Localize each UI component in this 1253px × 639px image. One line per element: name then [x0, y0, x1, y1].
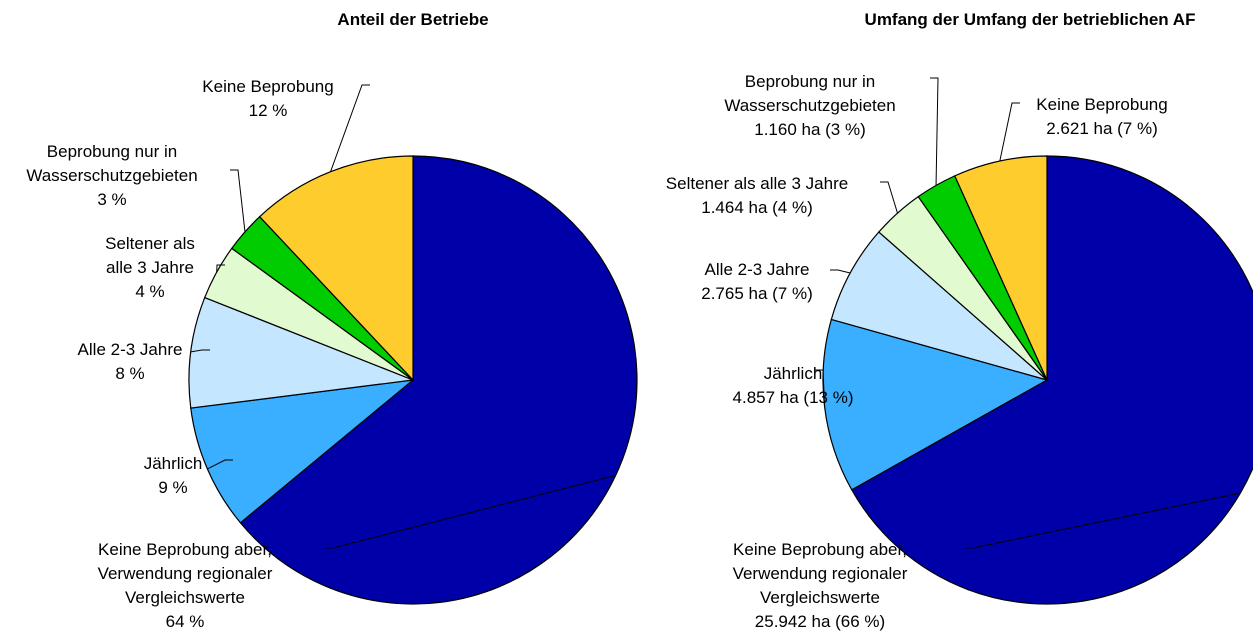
leader-line	[815, 369, 826, 407]
slice-value: 8 %	[115, 364, 145, 383]
slice-label: Beprobung nur in Wasserschutzgebieten 3 %	[7, 140, 217, 212]
slice-label: Keine Beprobung 12 %	[178, 75, 358, 123]
leader-line	[330, 84, 370, 172]
leader-line	[230, 169, 246, 232]
leader-line	[190, 349, 210, 353]
slice-value: 9 %	[158, 478, 188, 497]
slice-category: Beprobung nur in Wasserschutzgebieten	[724, 72, 896, 115]
pie-slice	[188, 296, 414, 409]
leader-line	[930, 77, 939, 186]
leader-line	[216, 264, 225, 273]
slice-category: Jährlich	[763, 364, 823, 383]
slice-label: Keine Beprobung aber, Verwendung regiona…	[700, 538, 940, 634]
slice-value: 25.942 ha (66 %)	[754, 612, 886, 631]
slice-value: 1.160 ha (3 %)	[754, 120, 866, 139]
slice-value: 4 %	[135, 282, 165, 301]
leader-line	[207, 459, 233, 470]
slice-category: Keine Beprobung aber, Verwendung regiona…	[732, 540, 908, 607]
leader-line	[325, 474, 616, 549]
slice-value: 1.464 ha (4 %)	[701, 198, 813, 217]
slice-category: Keine Beprobung	[202, 77, 334, 96]
pie-slice	[830, 231, 1048, 381]
slice-label: Keine Beprobung aber, Verwendung regiona…	[65, 538, 305, 634]
slice-category: Seltener als alle 3 Jahre	[105, 234, 195, 277]
slice-label: Jährlich 4.857 ha (13 %)	[713, 362, 873, 410]
slice-value: 64 %	[165, 612, 205, 631]
slice-label: Keine Beprobung 2.621 ha (7 %)	[1012, 93, 1192, 141]
leader-line	[965, 492, 1241, 549]
slice-label: Seltener als alle 3 Jahre 1.464 ha (4 %)	[627, 172, 887, 220]
slice-value: 12 %	[248, 101, 288, 120]
slice-label: Jährlich 9 %	[113, 452, 233, 500]
slice-value: 2.765 ha (7 %)	[701, 284, 813, 303]
slice-label: Alle 2-3 Jahre 8 %	[50, 338, 210, 386]
leader-line	[999, 102, 1020, 162]
slice-category: Jährlich	[143, 454, 203, 473]
slice-value: 2.621 ha (7 %)	[1046, 119, 1158, 138]
leader-line	[880, 181, 898, 214]
chart-title: Anteil der Betriebe	[337, 10, 489, 29]
slice-value: 3 %	[97, 190, 127, 209]
slice-label: Seltener als alle 3 Jahre 4 %	[95, 232, 205, 304]
slice-category: Alle 2-3 Jahre	[77, 340, 183, 359]
slice-category: Keine Beprobung aber, Verwendung regiona…	[97, 540, 273, 607]
slice-category: Beprobung nur in Wasserschutzgebieten	[26, 142, 198, 185]
slice-category: Alle 2-3 Jahre	[704, 260, 810, 279]
slice-label: Beprobung nur in Wasserschutzgebieten 1.1…	[705, 70, 915, 142]
chart-title: Umfang der Umfang der betrieblichen AF	[864, 10, 1196, 29]
slice-category: Seltener als alle 3 Jahre	[665, 174, 849, 193]
leader-line	[830, 269, 851, 274]
slice-value: 4.857 ha (13 %)	[732, 388, 854, 407]
slice-label: Alle 2-3 Jahre 2.765 ha (7 %)	[677, 258, 837, 306]
slice-category: Keine Beprobung	[1036, 95, 1168, 114]
